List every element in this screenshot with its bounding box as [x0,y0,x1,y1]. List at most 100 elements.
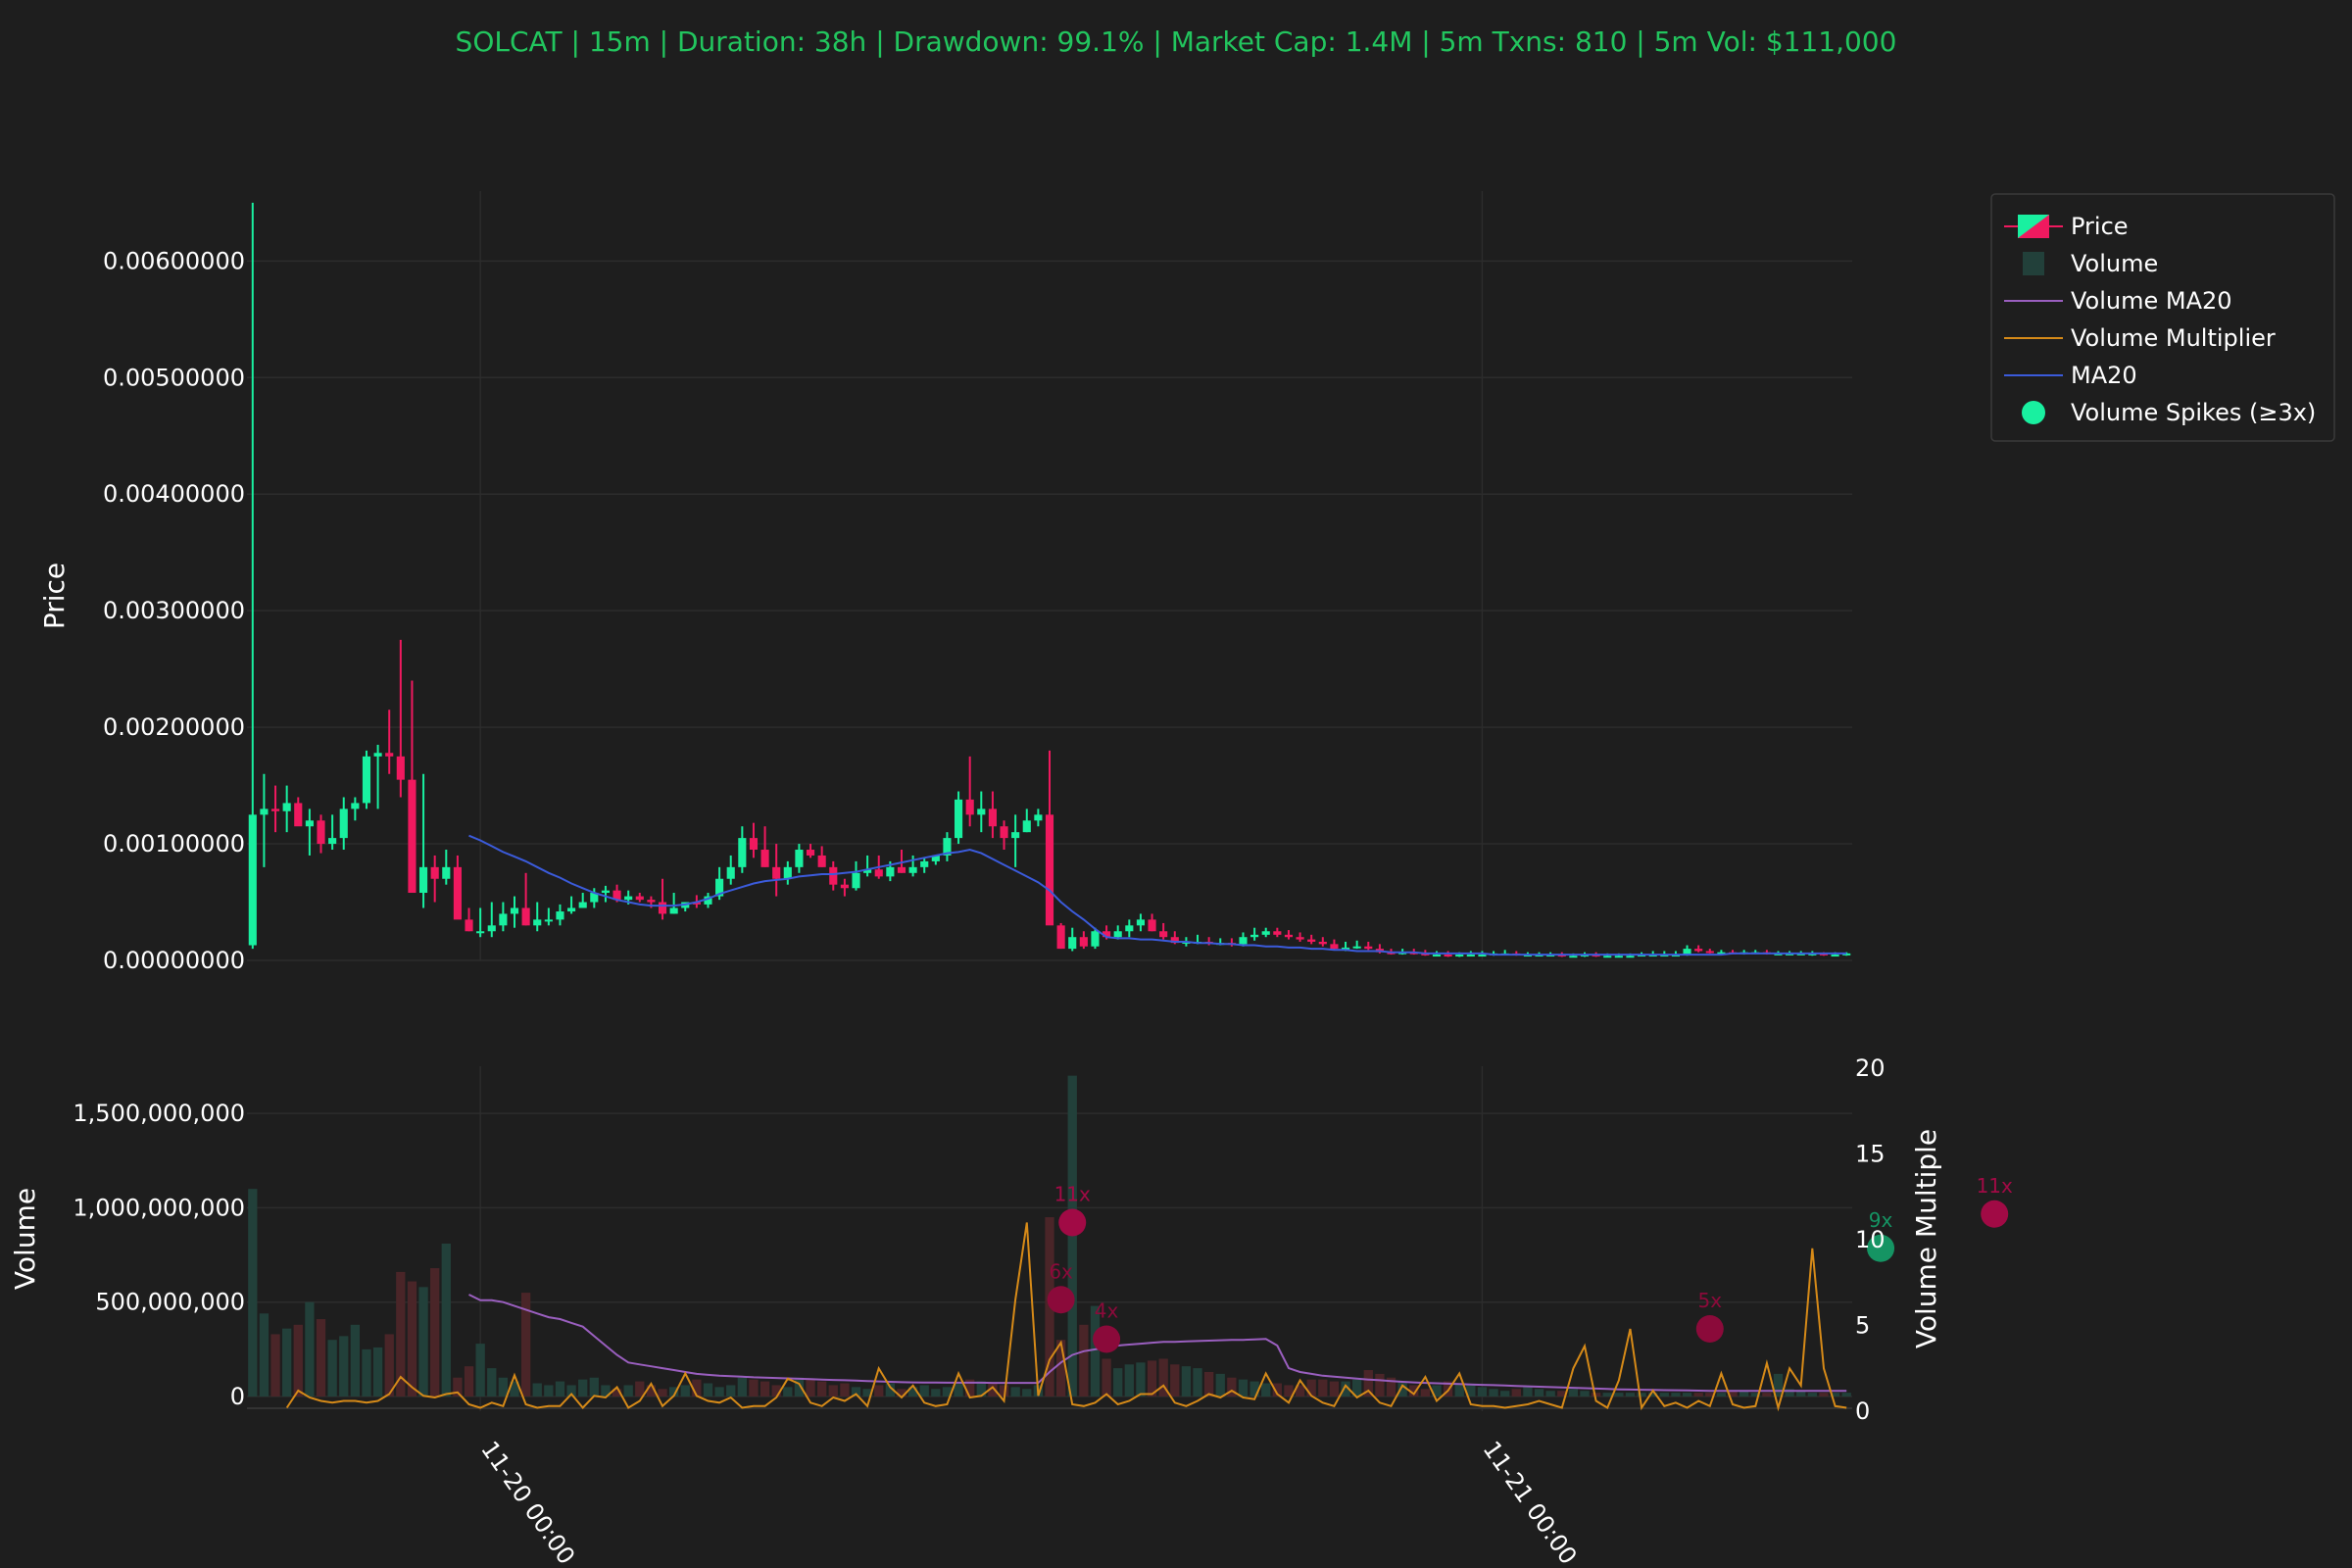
volume-bar [668,1387,679,1396]
candle-body [270,808,280,811]
volume-y-tick: 0 [230,1383,245,1410]
candle-body [795,850,804,867]
candle-body [1091,931,1100,947]
candle [965,756,974,827]
candle-body [408,779,416,894]
volume-bar [1261,1383,1271,1396]
volume-bar [1489,1389,1498,1396]
candle [282,785,291,833]
candle-body [772,866,781,879]
volume-bar [487,1368,497,1396]
volume-spike-label: 11x [1054,1183,1091,1206]
candle-body [1000,826,1008,839]
volume-bar [1773,1373,1784,1396]
x-ticks: 11-20 00:00 11-21 00:00 [475,1436,1582,1568]
volume-bar [396,1271,406,1396]
volume-bar [999,1385,1009,1396]
volume-spike-marker [1981,1200,2009,1228]
volume-bar [726,1385,736,1396]
candle-body [931,855,940,861]
volume-y-ticks: 0 500,000,000 1,000,000,000 1,500,000,000 [73,1100,245,1410]
volume-bar [520,1293,531,1396]
volume-bar [1420,1389,1431,1396]
candle-body [783,866,792,879]
candle-body [521,907,530,926]
candle-body [339,808,348,839]
legend-item-volume_multiplier: Volume Multiplier [2004,324,2276,352]
candle-body [965,799,974,815]
volume-bar [1306,1379,1316,1396]
candle-body [430,866,439,879]
candle [704,893,712,908]
candle [590,888,599,908]
volume-bar [1796,1391,1806,1396]
candle [840,878,849,897]
candle-body [1432,955,1442,957]
volume-bar [1215,1373,1225,1396]
volume-bar [646,1385,657,1396]
volume-bar [1170,1364,1180,1396]
candle-body [1318,941,1327,945]
volume-bar [1637,1393,1646,1396]
candle [1045,750,1054,926]
volume-bar [806,1379,815,1396]
candle [1125,919,1134,938]
candle [1239,932,1248,947]
candle-body [840,884,849,889]
volume-bar [1830,1393,1840,1396]
candle [544,907,553,926]
volume-bar [1397,1381,1407,1396]
candle [351,797,360,821]
candle-body [1261,931,1270,935]
candle-body [1045,814,1054,926]
candle-body [1717,952,1726,955]
volume-bar [1728,1391,1738,1396]
volume-bar [783,1387,793,1396]
volume-bar [1671,1393,1681,1396]
volume-bar [635,1381,645,1396]
candle-body [1011,832,1020,839]
candle-body [465,919,473,932]
volume-bar [1102,1358,1111,1396]
volume-bar [1113,1368,1123,1396]
candle-body [886,866,895,877]
legend-label: Volume Spikes (≥3x) [2071,399,2316,426]
volume-bar [1705,1393,1715,1396]
volume-bar [327,1340,337,1396]
volume-spike-marker [1867,1234,1895,1262]
volume-spike-marker [1058,1208,1087,1237]
candle [1261,927,1270,938]
volume-axis-label: Volume [9,1188,41,1290]
candle [408,680,416,894]
volume-spike-label: 9x [1869,1208,1893,1232]
candle-body [362,756,371,804]
volume-spike-label: 11x [1977,1174,2013,1198]
candle [1717,950,1726,955]
volume-bar [1841,1393,1851,1396]
volume-bar [1454,1383,1464,1396]
candle [988,791,997,839]
multiplier-axis-label: Volume Multiple [1910,1129,1942,1348]
volume-bar [1500,1391,1510,1396]
candle [385,710,394,774]
candle [977,791,986,833]
candle-body [487,925,496,932]
candle [317,814,325,854]
candle-body [1478,955,1487,957]
volume-bar [1147,1360,1157,1396]
multiplier-y-ticks: 0 5 10 15 20 [1855,1054,1886,1425]
candle [1318,937,1327,947]
volume-bar [566,1385,576,1396]
volume-y-tick: 1,500,000,000 [73,1100,245,1127]
volume-bar [954,1383,963,1396]
volume-bar [976,1381,986,1396]
legend-label: MA20 [2071,362,2137,389]
multiplier-y-tick: 15 [1855,1141,1886,1168]
volume-spike-label: 6x [1049,1259,1073,1283]
volume-bar [1329,1381,1340,1396]
legend-swatch-down [2018,215,2049,238]
candle-body [1159,931,1168,938]
volume-bar [897,1389,906,1396]
candle [499,902,508,932]
